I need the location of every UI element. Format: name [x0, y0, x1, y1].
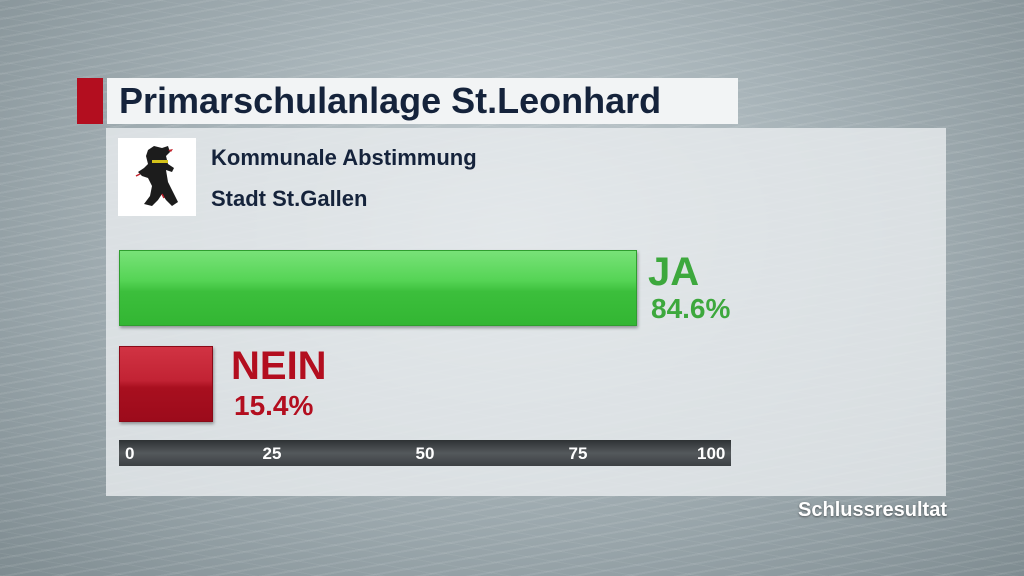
x-tick-label: 75	[568, 444, 588, 463]
bar-nein	[119, 346, 213, 422]
x-tick-label: 25	[262, 444, 282, 463]
bear-coat-of-arms-icon	[118, 138, 196, 216]
status-label: Schlussresultat	[798, 499, 947, 521]
x-tick-label: 50	[415, 444, 435, 463]
vote-type-label: Kommunale Abstimmung	[211, 145, 477, 170]
x-tick-label: 100	[697, 444, 726, 463]
title-accent-bar	[77, 78, 103, 124]
value-label-nein: 15.4%	[234, 390, 314, 421]
x-tick-label: 0	[125, 444, 135, 463]
value-label-ja: 84.6%	[651, 293, 731, 324]
bar-ja	[119, 250, 637, 326]
label-ja: JA	[648, 250, 700, 294]
page-title: Primarschulanlage St.Leonhard	[107, 78, 738, 124]
municipality-label: Stadt St.Gallen	[211, 186, 368, 211]
x-axis: 0 25 50 75 100	[119, 440, 731, 466]
label-nein: NEIN	[231, 344, 327, 388]
